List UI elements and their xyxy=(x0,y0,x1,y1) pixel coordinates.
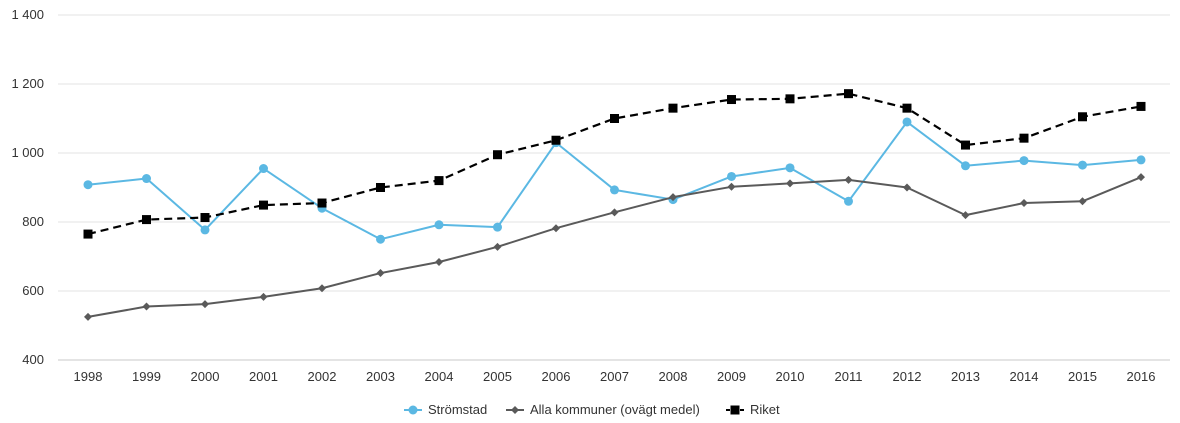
series-point xyxy=(1078,112,1087,122)
series-point xyxy=(200,213,210,223)
series-point xyxy=(318,284,326,293)
series-line xyxy=(87,176,1142,318)
series-point xyxy=(434,220,444,230)
y-axis: 400 600 800 1 000 1 200 1 400 xyxy=(11,7,44,367)
series-point xyxy=(610,185,619,195)
series-point xyxy=(83,229,93,239)
series-point xyxy=(669,193,677,202)
legend-label: Strömstad xyxy=(428,402,487,417)
x-tick-label: 2016 xyxy=(1127,369,1156,384)
series-point xyxy=(493,150,502,160)
series-point xyxy=(610,114,619,123)
legend-item-riket[interactable]: Riket xyxy=(726,402,780,417)
series-point xyxy=(259,164,268,174)
y-tick-label: 1 000 xyxy=(11,145,44,160)
legend-swatch-point xyxy=(511,406,519,414)
x-tick-label: 2010 xyxy=(776,369,805,384)
series-point xyxy=(376,234,385,244)
series-point xyxy=(961,140,970,150)
y-tick-label: 600 xyxy=(22,283,44,298)
series-point xyxy=(493,222,502,232)
x-tick-label: 2007 xyxy=(600,369,629,384)
series-point xyxy=(1019,156,1029,166)
legend: Strömstad Alla kommuner (ovägt medel) Rike… xyxy=(404,402,780,417)
series-point xyxy=(376,183,385,192)
gridlines xyxy=(58,14,1170,361)
legend-item-str-mstad[interactable]: Strömstad xyxy=(404,402,487,417)
series-point xyxy=(142,302,151,311)
series-point xyxy=(1078,197,1087,206)
x-tick-label: 2002 xyxy=(308,369,337,384)
x-tick-label: 2005 xyxy=(483,369,512,384)
x-tick-label: 2008 xyxy=(659,369,688,384)
series-point xyxy=(259,292,268,301)
y-tick-label: 1 400 xyxy=(11,7,44,22)
legend-swatch-point xyxy=(730,405,740,415)
series-point xyxy=(84,312,92,321)
x-tick-label: 2009 xyxy=(717,369,746,384)
series-point xyxy=(961,211,970,220)
series-point xyxy=(1137,173,1145,182)
series-point xyxy=(785,163,795,173)
x-tick-label: 2014 xyxy=(1010,369,1039,384)
series-point xyxy=(142,174,151,184)
x-tick-label: 2006 xyxy=(542,369,571,384)
x-tick-label: 2000 xyxy=(191,369,220,384)
series-group xyxy=(83,89,1146,321)
x-tick-label: 2004 xyxy=(425,369,454,384)
x-tick-label: 2015 xyxy=(1068,369,1097,384)
series-point xyxy=(83,180,93,190)
series-point xyxy=(902,117,912,127)
series-point xyxy=(200,225,210,235)
x-tick-label: 2013 xyxy=(951,369,980,384)
series-point xyxy=(610,208,619,217)
x-tick-label: 2001 xyxy=(249,369,278,384)
series-point xyxy=(142,215,151,225)
x-tick-label: 2003 xyxy=(366,369,395,384)
x-tick-label: 1999 xyxy=(132,369,161,384)
series-riket xyxy=(83,89,1146,239)
legend-swatch-point xyxy=(408,405,418,415)
series-point xyxy=(551,135,561,145)
series-point xyxy=(493,242,502,251)
x-tick-label: 2011 xyxy=(835,369,863,384)
x-axis: 1998 1999 2000 2001 2002 2003 2004 2005 2006 2007… xyxy=(74,369,1156,384)
legend-item-alla-kommuner-ov-gt-medel[interactable]: Alla kommuner (ovägt medel) xyxy=(506,402,700,417)
series-point xyxy=(1020,199,1028,208)
legend-label: Riket xyxy=(750,402,780,417)
series-str-mstad xyxy=(83,117,1146,244)
series-point xyxy=(317,198,327,208)
series-point xyxy=(668,103,678,113)
series-point xyxy=(1019,133,1029,143)
series-point xyxy=(902,103,912,113)
series-point xyxy=(376,269,385,278)
series-point xyxy=(1136,155,1146,165)
series-point xyxy=(727,182,736,191)
series-point xyxy=(259,200,268,210)
series-point xyxy=(785,94,795,104)
series-point xyxy=(201,300,209,309)
y-tick-label: 400 xyxy=(22,352,44,367)
x-tick-label: 2012 xyxy=(893,369,922,384)
series-point xyxy=(844,89,853,99)
series-point xyxy=(727,95,736,105)
legend-label: Alla kommuner (ovägt medel) xyxy=(530,402,700,417)
series-point xyxy=(1136,101,1146,111)
series-alla-kommuner-ov-gt-medel xyxy=(84,173,1145,321)
series-point xyxy=(552,224,560,233)
x-tick-label: 1998 xyxy=(74,369,103,384)
y-tick-label: 800 xyxy=(22,214,44,229)
series-point xyxy=(1078,160,1087,170)
series-point xyxy=(844,196,853,206)
y-tick-label: 1 200 xyxy=(11,76,44,91)
series-point xyxy=(727,171,736,181)
series-point xyxy=(961,161,970,171)
series-point xyxy=(434,176,444,186)
series-point xyxy=(786,179,794,188)
series-point xyxy=(435,258,443,267)
series-point xyxy=(903,183,911,192)
series-point xyxy=(844,175,853,184)
